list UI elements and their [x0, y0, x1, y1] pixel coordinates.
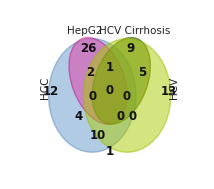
Ellipse shape — [49, 39, 136, 152]
Text: 9: 9 — [127, 42, 135, 55]
Text: 4: 4 — [74, 110, 83, 123]
Ellipse shape — [69, 38, 127, 124]
Text: 12: 12 — [43, 85, 59, 98]
Text: 0: 0 — [117, 110, 125, 123]
Text: 13: 13 — [160, 85, 177, 98]
Text: 1: 1 — [106, 145, 114, 158]
Ellipse shape — [83, 39, 171, 152]
Text: HCV Cirrhosis: HCV Cirrhosis — [99, 26, 170, 36]
Text: 0: 0 — [122, 90, 131, 103]
Text: 2: 2 — [86, 66, 94, 79]
Text: 10: 10 — [90, 129, 106, 142]
Text: 26: 26 — [80, 42, 97, 55]
Text: HCC: HCC — [40, 77, 50, 99]
Text: 0: 0 — [89, 90, 97, 103]
Text: 1: 1 — [106, 60, 114, 74]
Text: 5: 5 — [138, 66, 147, 79]
Text: 0: 0 — [128, 110, 136, 123]
Text: HepG2: HepG2 — [67, 26, 103, 36]
Text: 0: 0 — [106, 84, 114, 97]
Text: HCV: HCV — [169, 77, 179, 99]
Ellipse shape — [92, 38, 150, 124]
